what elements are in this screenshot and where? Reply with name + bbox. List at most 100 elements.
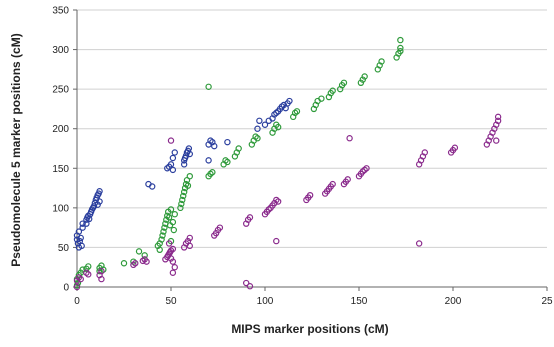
y-tick-label-6: 300 [52, 45, 69, 56]
data-point-2-21 [169, 245, 177, 253]
series-2 [73, 113, 502, 291]
data-point-1-8 [96, 267, 103, 275]
x-axis-title: MIPS marker positions (cM) [231, 322, 388, 336]
y-tick-label-7: 350 [52, 6, 69, 17]
data-point-2-71 [415, 240, 423, 247]
data-point-2-20 [167, 255, 175, 262]
data-point-2-60 [344, 176, 351, 183]
data-point-0-8 [79, 224, 86, 231]
data-point-1-64 [293, 108, 301, 115]
data-point-1-38 [180, 188, 188, 196]
x-tick-label-2: 100 [257, 296, 274, 307]
data-point-0-4 [75, 228, 83, 235]
data-point-2-10 [132, 260, 139, 267]
data-point-0-63 [286, 97, 293, 105]
data-point-2-57 [329, 180, 336, 188]
data-point-2-49 [273, 237, 280, 245]
data-point-0-6 [77, 234, 84, 242]
data-point-1-15 [141, 252, 148, 259]
data-point-1-36 [179, 196, 186, 204]
x-tick-label-5: 25 [541, 296, 553, 307]
series-0 [73, 97, 293, 251]
data-point-1-85 [397, 36, 404, 44]
data-point-2-25 [169, 269, 177, 276]
data-point-1-12 [120, 260, 128, 267]
data-point-2-30 [186, 234, 193, 242]
data-point-2-7 [98, 267, 105, 275]
data-point-1-61 [274, 123, 282, 131]
x-tick-labels: 0 50 100 150 200 25 [74, 296, 553, 307]
data-point-2-66 [363, 165, 370, 172]
series-1 [73, 36, 404, 289]
y-tick-label-1: 50 [58, 243, 70, 254]
x-tick-label-0: 0 [74, 296, 80, 307]
data-point-0-7 [78, 242, 85, 250]
data-point-1-29 [169, 218, 177, 226]
y-axis-title: Pseudomolecule 5 marker positions (cM) [9, 33, 23, 266]
gridlines [77, 9, 547, 248]
data-point-1-71 [329, 87, 336, 94]
data-point-0-43 [180, 161, 188, 168]
data-point-0-35 [171, 149, 178, 156]
data-point-1-37 [180, 192, 187, 200]
data-point-2-31 [186, 242, 193, 250]
data-point-1-50 [224, 158, 231, 166]
data-point-1-14 [135, 248, 143, 255]
data-point-1-68 [318, 95, 325, 102]
data-point-1-57 [254, 135, 261, 142]
x-tick-label-3: 150 [351, 296, 368, 307]
data-point-0-26 [96, 198, 103, 205]
data-points [73, 36, 502, 291]
data-point-2-46 [271, 199, 278, 207]
data-point-1-18 [159, 232, 166, 239]
data-point-0-19 [90, 203, 98, 210]
y-tick-label-2: 100 [52, 203, 69, 214]
data-point-1-17 [158, 236, 165, 243]
x-tick-label-4: 200 [445, 296, 462, 307]
data-point-1-33 [154, 242, 162, 250]
data-point-2-3 [77, 275, 84, 283]
data-point-2-1 [73, 277, 81, 284]
data-point-2-83 [493, 137, 500, 144]
data-point-2-40 [242, 279, 250, 287]
data-point-1-76 [359, 76, 366, 83]
y-tick-label-0: 0 [63, 283, 69, 294]
data-point-0-60 [280, 101, 287, 109]
data-point-1-83 [397, 47, 404, 55]
data-point-2-74 [451, 144, 459, 151]
axes [73, 9, 548, 291]
y-tick-label-3: 150 [52, 164, 69, 175]
data-point-2-70 [421, 149, 428, 156]
data-point-2-22 [169, 258, 177, 265]
data-point-1-84 [397, 44, 404, 52]
data-point-1-34 [177, 204, 184, 212]
data-point-0-27 [94, 201, 101, 208]
data-point-2-35 [216, 224, 224, 231]
data-point-2-61 [346, 135, 353, 142]
data-point-1-46 [209, 169, 216, 176]
data-point-1-43 [186, 172, 193, 180]
data-point-2-23 [165, 240, 173, 247]
data-point-0-50 [254, 125, 261, 132]
data-point-0-47 [211, 142, 218, 150]
data-point-2-0 [73, 283, 81, 291]
data-point-1-31 [171, 210, 178, 218]
data-point-1-5 [79, 266, 86, 273]
data-point-2-33 [212, 229, 220, 237]
data-point-2-5 [85, 271, 92, 278]
y-tick-labels: 0 50 100 150 200 250 300 350 [52, 6, 69, 294]
data-point-1-80 [378, 58, 385, 65]
y-tick-label-4: 200 [52, 124, 69, 135]
data-point-2-26 [171, 264, 178, 271]
y-tick-label-5: 250 [52, 85, 69, 96]
data-point-0-32 [167, 161, 175, 168]
data-point-0-51 [256, 117, 263, 125]
data-point-1-53 [235, 145, 242, 152]
data-point-1-42 [184, 182, 192, 189]
data-point-1-35 [178, 200, 185, 208]
data-point-2-24 [167, 137, 175, 144]
data-point-2-48 [274, 198, 282, 205]
data-point-2-52 [306, 191, 314, 199]
data-point-2-8 [98, 275, 105, 283]
